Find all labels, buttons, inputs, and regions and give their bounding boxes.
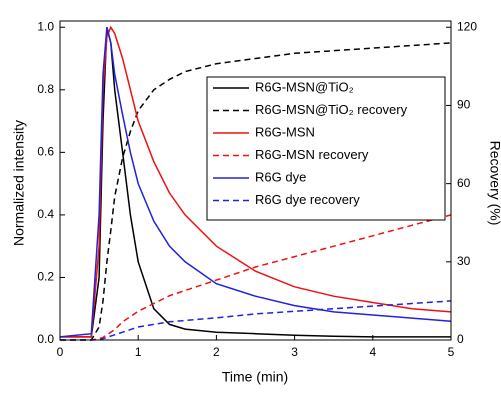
y2-axis-label: Recovery (%) (487, 141, 501, 226)
y-tick-label: 0.2 (37, 270, 54, 284)
x-tick-label: 2 (213, 345, 220, 359)
y-tick-label: 0.8 (37, 82, 54, 96)
plot-frame (59, 20, 452, 341)
y2-tick-label: 0 (457, 332, 464, 346)
legend-box (206, 76, 446, 221)
y2-tick-label: 60 (457, 176, 471, 190)
x-tick-label: 3 (291, 345, 298, 359)
x-axis-label: Time (min) (222, 369, 288, 385)
y-tick-label: 0.0 (37, 332, 54, 346)
x-tick-label: 5 (448, 345, 455, 359)
legend-label: R6G dye (255, 169, 306, 184)
legend-label: R6G-MSN recovery (255, 147, 369, 162)
y-tick-label: 0.6 (37, 145, 54, 159)
series-line (60, 25, 452, 338)
legend-label: R6G-MSN@TiO₂ recovery (255, 102, 408, 117)
x-tick-label: 0 (57, 345, 64, 359)
x-tick-label: 1 (135, 345, 142, 359)
series-line (60, 27, 451, 338)
series-line (60, 300, 452, 341)
series-line (59, 27, 452, 338)
legend-label: R6G-MSN (255, 124, 315, 139)
legend-label: R6G dye recovery (255, 192, 360, 207)
legend-label: R6G-MSN@TiO₂ (255, 79, 354, 94)
series-line (60, 214, 452, 341)
x-tick-label: 4 (369, 345, 376, 359)
y2-tick-label: 120 (457, 19, 477, 33)
plot (59, 25, 452, 341)
series-line (60, 42, 452, 341)
y2-tick-label: 90 (457, 98, 471, 112)
y2-tick-label: 30 (457, 254, 471, 268)
y-axis-label: Normalized intensity (11, 120, 27, 246)
y-tick-label: 0.4 (37, 207, 54, 221)
y-tick-label: 1.0 (37, 19, 54, 33)
